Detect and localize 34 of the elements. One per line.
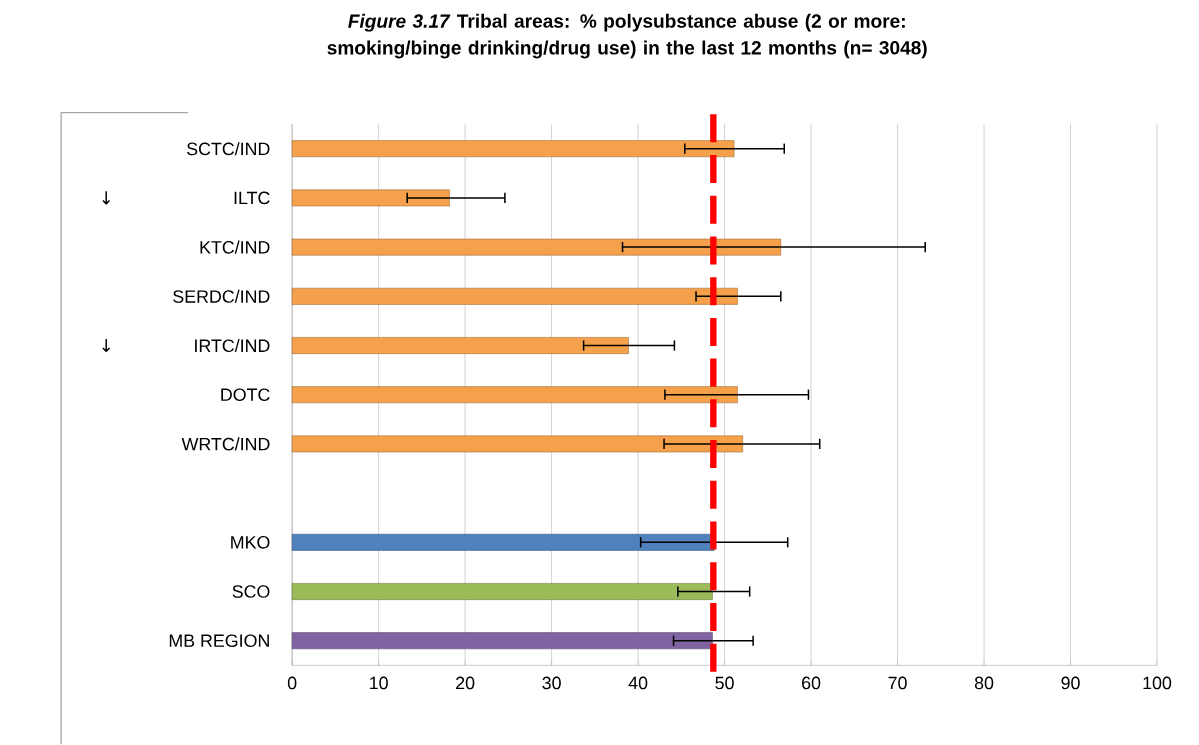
x-tick-label: 50 bbox=[715, 676, 734, 690]
x-tick-label: 90 bbox=[1061, 676, 1080, 690]
y-tick-label: SERDC/IND bbox=[173, 289, 270, 304]
x-tick-label: 0 bbox=[287, 676, 297, 690]
y-tick-label: MB REGION bbox=[169, 634, 269, 648]
bar bbox=[291, 238, 782, 256]
bar bbox=[291, 189, 450, 207]
x-tick-label: 70 bbox=[888, 676, 907, 690]
text: ↓ bbox=[102, 191, 111, 205]
y-tick-label: SCTC/IND bbox=[187, 142, 270, 156]
text: ↓ bbox=[102, 339, 111, 353]
x-tick-label: 100 bbox=[1143, 676, 1172, 690]
x-tick-label: 10 bbox=[370, 676, 388, 690]
x-tick-label: 20 bbox=[456, 676, 475, 690]
bar bbox=[291, 435, 743, 453]
y-tick-label: IRTC/IND bbox=[195, 339, 270, 353]
y-tick-label: MKO bbox=[231, 536, 270, 549]
x-tick-label: 30 bbox=[542, 676, 561, 690]
bar bbox=[291, 288, 738, 305]
bar bbox=[291, 386, 738, 404]
bar bbox=[291, 632, 713, 650]
bar bbox=[291, 583, 713, 601]
x-tick-label: 80 bbox=[974, 676, 994, 690]
x-tick-label: 60 bbox=[802, 676, 821, 690]
y-tick-label: KTC/IND bbox=[200, 240, 270, 254]
bar bbox=[291, 534, 715, 551]
chart-title: Figure 3.17 Tribal areas: % polysubstance abuse (2 or more: smoking/binge drinking/drug use) in the last 12 months (n= 3048) bbox=[327, 14, 927, 59]
y-tick-label: WRTC/IND bbox=[181, 437, 270, 451]
x-tick-label: 40 bbox=[628, 676, 648, 690]
y-tick-label: ILTC bbox=[234, 191, 270, 205]
bar bbox=[291, 337, 629, 355]
y-tick-label: DOTC bbox=[221, 388, 270, 402]
bar bbox=[291, 140, 735, 158]
y-tick-label: SCO bbox=[232, 585, 270, 599]
